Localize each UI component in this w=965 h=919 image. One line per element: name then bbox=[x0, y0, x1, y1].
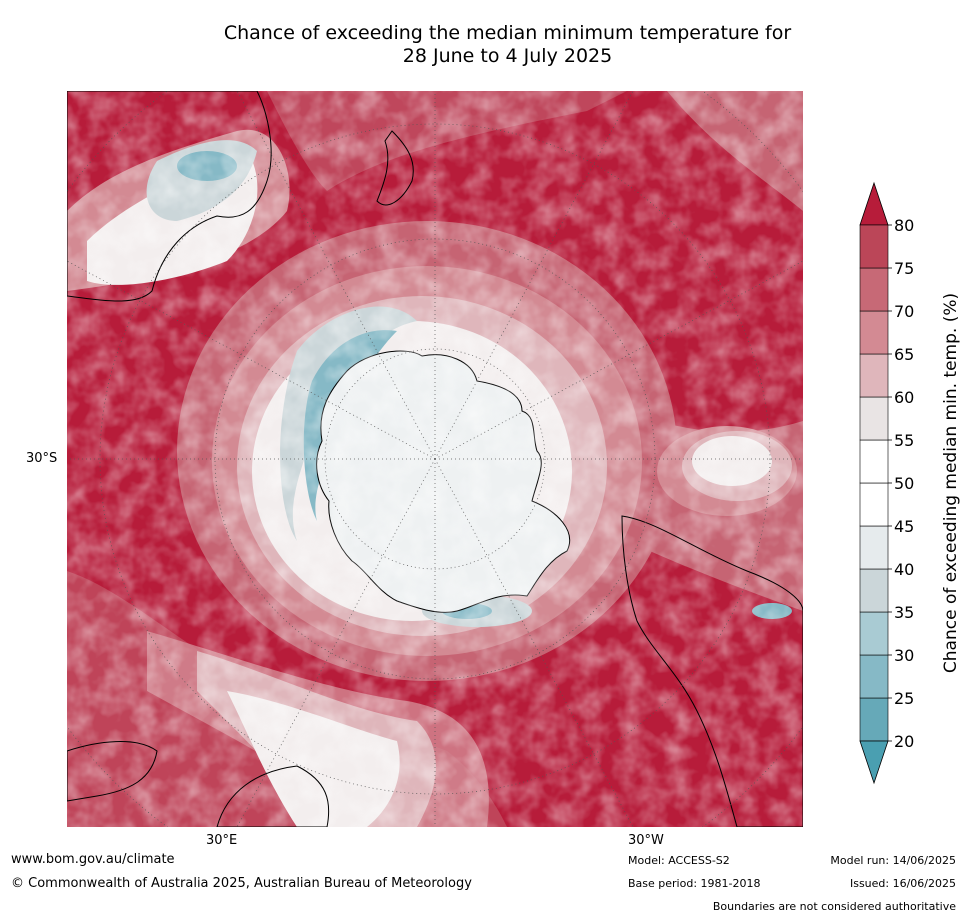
colorbar-segment bbox=[859, 697, 889, 742]
new-zealand-coast bbox=[376, 130, 414, 206]
colorbar-tick-label: 45 bbox=[894, 517, 914, 536]
colorbar-tick-label: 35 bbox=[894, 603, 914, 622]
australia-coast bbox=[67, 91, 272, 302]
footer-url: www.bom.gov.au/climate bbox=[11, 852, 175, 867]
colorbar-segment bbox=[859, 611, 889, 656]
africa-coast bbox=[216, 765, 330, 827]
footer-base-period: Base period: 1981-2018 bbox=[628, 877, 761, 890]
colorbar-segment bbox=[859, 482, 889, 527]
colorbar-segment bbox=[859, 568, 889, 613]
colorbar-segment bbox=[859, 353, 889, 398]
colorbar-extend-under bbox=[859, 740, 889, 785]
lon-label-30w: 30°W bbox=[628, 833, 664, 848]
colorbar-segment bbox=[859, 654, 889, 699]
colorbar-tick-label: 55 bbox=[894, 431, 914, 450]
colorbar-tick-label: 40 bbox=[894, 560, 914, 579]
probability-map bbox=[67, 91, 803, 827]
colorbar-tick-label: 25 bbox=[894, 689, 914, 708]
title-line-2: 28 June to 4 July 2025 bbox=[402, 45, 613, 67]
colorbar: 20 25 30 35 40 45 50 55 60 65 70 75 80 Chance of exce… bbox=[859, 181, 961, 785]
colorbar-tick-label: 80 bbox=[894, 216, 914, 235]
footer-copyright: © Commonwealth of Australia 2025, Austra… bbox=[11, 876, 472, 891]
colorbar-segment bbox=[859, 525, 889, 570]
footer-model: Model: ACCESS-S2 bbox=[628, 854, 730, 867]
lat-label-30s: 30°S bbox=[26, 451, 58, 466]
colorbar-extend-over bbox=[859, 181, 889, 226]
colorbar-tick-label: 65 bbox=[894, 345, 914, 364]
footer-disclaimer: Boundaries are not considered authoritat… bbox=[712, 900, 956, 913]
lon-label-30e: 30°E bbox=[206, 833, 238, 848]
colorbar-tick-label: 70 bbox=[894, 302, 914, 321]
colorbar-segment bbox=[859, 310, 889, 355]
colorbar-segment bbox=[859, 224, 889, 269]
footer-issued: Issued: 16/06/2025 bbox=[849, 877, 956, 890]
colorbar-label: Chance of exceeding median min. temp. (%… bbox=[941, 293, 961, 673]
south-america-coast bbox=[621, 515, 803, 827]
map-title: Chance of exceeding the median minimum t… bbox=[0, 22, 965, 68]
colorbar-segment bbox=[859, 439, 889, 484]
south-africa-coast bbox=[67, 741, 158, 802]
colorbar-tick-label: 30 bbox=[894, 646, 914, 665]
colorbar-tick-label: 75 bbox=[894, 259, 914, 278]
title-line-1: Chance of exceeding the median minimum t… bbox=[223, 22, 792, 44]
colorbar-tick-label: 20 bbox=[894, 732, 914, 751]
colorbar-segment bbox=[859, 396, 889, 441]
colorbar-tick-label: 60 bbox=[894, 388, 914, 407]
graticule bbox=[67, 91, 803, 827]
colorbar-segment bbox=[859, 267, 889, 312]
colorbar-tick-label: 50 bbox=[894, 474, 914, 493]
footer-model-run: Model run: 14/06/2025 bbox=[830, 854, 956, 867]
